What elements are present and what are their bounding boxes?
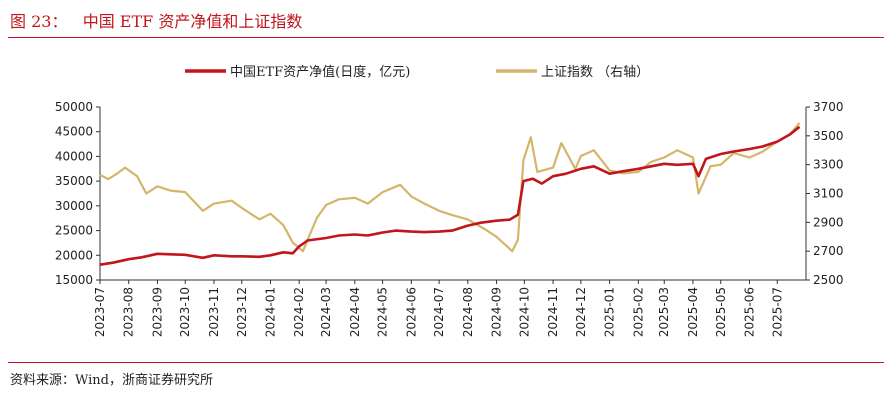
x-tick-label: 2024-10 (517, 287, 531, 337)
y-right-tick-label: 3100 (813, 187, 844, 201)
chart-legend: 中国ETF资产净值(日度，亿元) 上证指数 （右轴） (185, 64, 649, 80)
x-tick-label: 2025-02 (631, 287, 645, 337)
chart-axes: 15000 20000 25000 30000 35000 40000 45000 50000… (55, 100, 844, 337)
chart-series (99, 122, 801, 266)
x-tick-label: 2025-06 (742, 287, 756, 337)
x-tick-label: 2023-09 (150, 287, 164, 337)
figure-title: 图 23： 中国 ETF 资产净值和上证指数 (10, 12, 303, 31)
x-tick-label: 2025-05 (714, 287, 728, 337)
y-left-tick-label: 45000 (55, 125, 93, 139)
y-left-tick-label: 15000 (55, 273, 93, 287)
y-right-tick-label: 2900 (813, 215, 844, 229)
y-left-tick-label: 20000 (55, 248, 93, 262)
x-tick-label: 2024-02 (292, 287, 306, 337)
x-tick-label: 2023-07 (93, 287, 107, 337)
x-tick-label: 2023-08 (122, 287, 136, 337)
y-left-tick-label: 35000 (55, 174, 93, 188)
x-tick-label: 2025-04 (686, 287, 700, 337)
x-tick-label: 2024-11 (546, 287, 560, 337)
x-tick-label: 2024-01 (263, 287, 277, 337)
y-right-tick-label: 2700 (813, 244, 844, 258)
source-note: 资料来源：Wind，浙商证券研究所 (10, 373, 213, 388)
y-left-tick-label: 50000 (55, 100, 93, 114)
y-left-tick-label: 30000 (55, 199, 93, 213)
y-right-tick-label: 2500 (813, 273, 844, 287)
x-tick-label: 2025-07 (770, 287, 784, 337)
x-tick-label: 2024-06 (404, 287, 418, 337)
x-tick-label: 2024-09 (490, 287, 504, 337)
x-tick-label: 2023-12 (235, 287, 249, 337)
x-tick-label: 2023-10 (178, 287, 192, 337)
legend-label-etf: 中国ETF资产净值(日度，亿元) (230, 64, 410, 80)
x-tick-label: 2024-07 (432, 287, 446, 337)
x-tick-label: 2024-03 (319, 287, 333, 337)
source-rule (8, 362, 884, 363)
x-tick-label: 2024-04 (348, 287, 362, 337)
title-rule (8, 37, 884, 38)
y-left-tick-label: 40000 (55, 149, 93, 163)
x-tick-label: 2024-12 (574, 287, 588, 337)
legend-label-index: 上证指数 （右轴） (541, 65, 649, 80)
x-tick-label: 2023-11 (207, 287, 221, 337)
y-right-tick-label: 3300 (813, 158, 844, 172)
x-tick-label: 2024-08 (461, 287, 475, 337)
series-line-etf-nav (99, 125, 801, 266)
y-left-tick-label: 25000 (55, 224, 93, 238)
y-right-tick-label: 3700 (813, 100, 844, 114)
x-tick-label: 2025-01 (603, 287, 617, 337)
y-right-tick-label: 3500 (813, 129, 844, 143)
x-tick-label: 2025-03 (657, 287, 671, 337)
x-tick-label: 2024-05 (376, 287, 390, 337)
series-line-sse-index (99, 122, 801, 253)
